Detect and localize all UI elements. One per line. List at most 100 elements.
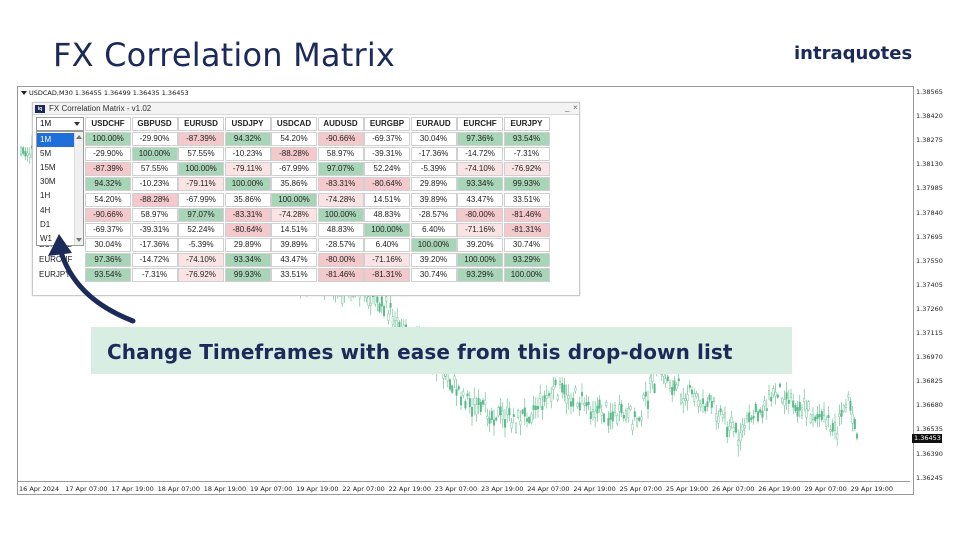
timeframe-option-w1[interactable]: W1 bbox=[40, 233, 52, 243]
correlation-cell: 6.40% bbox=[410, 222, 457, 237]
candle-body bbox=[706, 401, 709, 407]
timeframe-option-1h[interactable]: 1H bbox=[40, 191, 51, 201]
column-header: EURUSD bbox=[178, 117, 224, 131]
timeframe-option-5m[interactable]: 5M bbox=[40, 149, 52, 159]
candle-body bbox=[807, 401, 810, 411]
close-button[interactable]: × bbox=[573, 103, 578, 112]
candle-body bbox=[532, 405, 535, 410]
candle-body bbox=[640, 416, 643, 421]
correlation-cell: -5.39% bbox=[410, 162, 457, 177]
correlation-cell: 30.04% bbox=[85, 237, 131, 252]
candle-body bbox=[765, 408, 768, 411]
timeframe-option-d1[interactable]: D1 bbox=[40, 219, 51, 229]
correlation-cell: -71.16% bbox=[364, 252, 410, 267]
correlation-cell: -67.99% bbox=[271, 162, 317, 177]
correlation-cell: 93.34% bbox=[457, 177, 503, 192]
correlation-cell: -74.10% bbox=[457, 162, 503, 177]
correlation-cell: 54.20% bbox=[271, 132, 317, 147]
candle-body bbox=[710, 401, 713, 408]
correlation-cell: 14.51% bbox=[271, 222, 317, 237]
candle-body bbox=[849, 400, 852, 411]
chevron-down-icon[interactable] bbox=[74, 122, 80, 126]
time-axis[interactable]: 16 Apr 2024 17 Apr 07:00 17 Apr 19:00 18 Ap… bbox=[17, 481, 910, 495]
timeframe-option-4h[interactable]: 4H bbox=[40, 205, 51, 215]
column-header: USDCAD bbox=[271, 117, 317, 131]
candle-body bbox=[521, 409, 524, 414]
candle-body bbox=[552, 386, 555, 390]
correlation-cell: 58.97% bbox=[317, 147, 364, 162]
callout-text: Change Timeframes with ease from this dr… bbox=[107, 340, 733, 364]
timeframe-option-1m[interactable]: 1M bbox=[37, 133, 75, 147]
page-title: FX Correlation Matrix bbox=[53, 36, 396, 74]
candle-body bbox=[539, 393, 542, 400]
candle-body bbox=[704, 405, 707, 412]
timeframe-selected: 1M bbox=[40, 119, 52, 128]
correlation-cell: 97.36% bbox=[85, 252, 131, 267]
time-label: 16 Apr 2024 bbox=[19, 485, 60, 493]
correlation-cell: 35.86% bbox=[271, 177, 317, 192]
correlation-cell: 14.51% bbox=[364, 192, 410, 207]
candle-body bbox=[664, 378, 667, 384]
correlation-cell: -29.90% bbox=[131, 132, 178, 147]
price-label: 1.36245 bbox=[916, 473, 943, 482]
candle-body bbox=[482, 400, 485, 405]
candle-body bbox=[603, 413, 606, 422]
candle-body bbox=[594, 410, 597, 418]
timeframe-option-15m[interactable]: 15M bbox=[40, 163, 56, 173]
correlation-cell: -71.16% bbox=[457, 222, 503, 237]
candle-body bbox=[477, 398, 480, 406]
candle-body bbox=[768, 390, 771, 395]
timeframe-dropdown[interactable]: 1M bbox=[36, 117, 84, 131]
candle-body bbox=[750, 417, 753, 421]
candle-body bbox=[856, 433, 859, 439]
chart-ohlc-text: USDCAD,M30 1.36455 1.36499 1.36435 1.364… bbox=[29, 89, 189, 97]
candle-body bbox=[677, 378, 680, 382]
correlation-cell: -74.28% bbox=[317, 192, 364, 207]
collapse-icon[interactable] bbox=[21, 91, 27, 95]
timeframe-options-list[interactable]: W1 D1 4H 1H 30M 15M 5M 1M bbox=[36, 131, 84, 246]
panel-titlebar[interactable]: iq FX Correlation Matrix - v1.02 _ × bbox=[33, 103, 579, 115]
minimize-button[interactable]: _ bbox=[565, 103, 570, 112]
candle-body bbox=[587, 401, 590, 406]
candle-body bbox=[383, 305, 386, 316]
candle-body bbox=[475, 404, 478, 415]
price-label: 1.37840 bbox=[916, 208, 943, 217]
scrollbar[interactable] bbox=[74, 132, 83, 245]
candle-body bbox=[708, 395, 711, 401]
candle-body bbox=[691, 389, 694, 395]
candle-body bbox=[695, 392, 698, 397]
column-header: GBPUSD bbox=[131, 117, 178, 131]
correlation-cell: 93.29% bbox=[457, 268, 503, 282]
candle-body bbox=[790, 393, 793, 398]
correlation-cell: -87.39% bbox=[85, 162, 131, 177]
timeframe-option-30m[interactable]: 30M bbox=[40, 177, 56, 187]
correlation-panel[interactable]: iq FX Correlation Matrix - v1.02 _ × USD… bbox=[32, 102, 580, 296]
price-label: 1.38565 bbox=[916, 88, 943, 96]
candle-body bbox=[534, 405, 537, 411]
candle-body bbox=[803, 398, 806, 403]
correlation-cell: -28.57% bbox=[317, 237, 364, 252]
scroll-down-icon[interactable] bbox=[76, 238, 82, 242]
candle-body bbox=[614, 405, 617, 414]
candle-body bbox=[845, 403, 848, 408]
scroll-up-icon[interactable] bbox=[76, 135, 82, 139]
candle-body bbox=[389, 302, 392, 308]
correlation-cell: -39.31% bbox=[131, 222, 178, 237]
candle-body bbox=[792, 400, 795, 408]
price-scale[interactable]: 1.38565 1.38420 1.38275 1.38130 1.37985 1.378… bbox=[910, 86, 960, 495]
candle-body bbox=[686, 394, 689, 401]
candle-body bbox=[563, 384, 566, 395]
chart-symbol-info: USDCAD,M30 1.36455 1.36499 1.36435 1.364… bbox=[21, 89, 189, 97]
correlation-cell: 39.20% bbox=[457, 237, 503, 252]
time-label: 29 Apr 07:00 bbox=[804, 485, 847, 493]
correlation-cell: -81.31% bbox=[364, 268, 410, 282]
candle-body bbox=[466, 393, 469, 397]
correlation-cell: 30.74% bbox=[410, 268, 457, 282]
candle-body bbox=[653, 383, 656, 393]
correlation-cell: 97.07% bbox=[317, 162, 364, 177]
current-price-marker: 1.36453 bbox=[912, 434, 942, 443]
candle-body bbox=[649, 377, 652, 385]
candle-body bbox=[651, 373, 654, 382]
correlation-cell: 39.89% bbox=[271, 237, 317, 252]
candle-body bbox=[523, 407, 526, 417]
